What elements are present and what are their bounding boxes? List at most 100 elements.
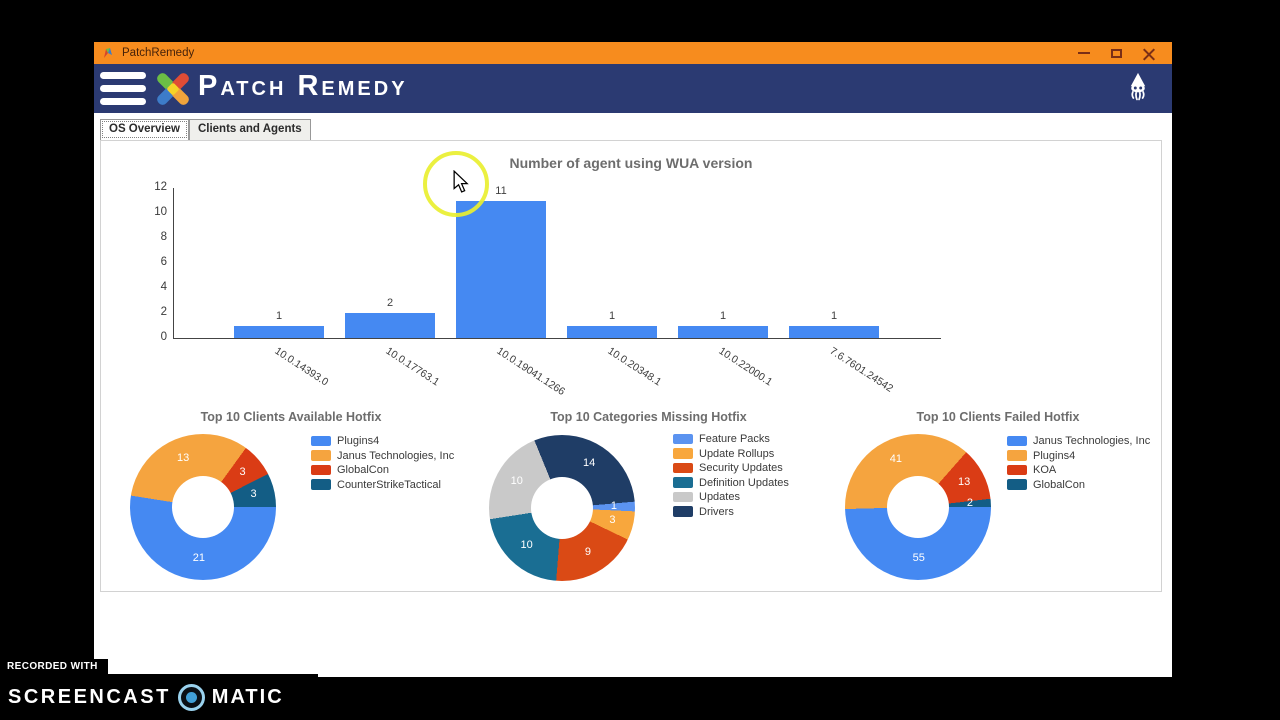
app-header: Patch Remedy bbox=[94, 64, 1172, 113]
legend-label: Update Rollups bbox=[699, 447, 775, 460]
donut-title: Top 10 Clients Available Hotfix bbox=[200, 410, 382, 424]
content-panel: Number of agent using WUA version 0 2 4 6 8 1… bbox=[100, 140, 1162, 592]
donut-title: Top 10 Categories Missing Hotfix bbox=[550, 410, 747, 424]
bar-chart-title: Number of agent using WUA version bbox=[509, 155, 753, 171]
slice-value-label: 10 bbox=[520, 539, 533, 552]
bar[interactable] bbox=[456, 200, 546, 338]
bar-value-label: 11 bbox=[495, 184, 507, 197]
cursor-highlight-ring bbox=[423, 151, 489, 217]
legend-swatch bbox=[673, 433, 693, 445]
bar[interactable] bbox=[678, 325, 768, 338]
legend-label: GlobalCon bbox=[337, 464, 389, 476]
legend-label: Definition Updates bbox=[699, 476, 789, 489]
watermark-matic: MATIC bbox=[211, 685, 284, 708]
legend-swatch bbox=[311, 435, 331, 447]
legend-swatch bbox=[1007, 464, 1027, 476]
bar[interactable] bbox=[567, 325, 657, 338]
bar-value-label: 1 bbox=[719, 309, 727, 322]
screencast-o-matic-logo: SCREENCAST MATIC bbox=[0, 674, 318, 720]
slice-value-label: 13 bbox=[176, 451, 190, 464]
bar-value-label: 1 bbox=[608, 309, 616, 322]
legend-item: GlobalCon bbox=[1007, 479, 1150, 491]
legend-label: Security Updates bbox=[699, 462, 783, 474]
x-category-label: 10.0.14393.0 bbox=[272, 345, 331, 389]
legend-label: GlobalCon bbox=[1033, 478, 1085, 491]
legend-label: Updates bbox=[699, 491, 740, 503]
y-axis bbox=[173, 188, 174, 339]
close-icon bbox=[1142, 47, 1155, 60]
legend-item: Feature Packs bbox=[673, 433, 789, 445]
slice-value-label: 41 bbox=[889, 452, 903, 465]
slice-value-label: 3 bbox=[609, 513, 616, 526]
x-category-label: 10.0.22000.1 bbox=[716, 345, 775, 389]
legend-item: CounterStrikeTactical bbox=[311, 479, 454, 491]
legend-swatch bbox=[673, 462, 693, 474]
slice-value-label: 1 bbox=[610, 499, 618, 512]
maximize-button[interactable] bbox=[1100, 42, 1132, 64]
legend-item: Janus Technologies, Inc bbox=[311, 450, 454, 462]
hamburger-menu-icon[interactable] bbox=[100, 72, 146, 105]
x-category-label: 10.0.17763.1 bbox=[383, 345, 442, 389]
donut-title: Top 10 Clients Failed Hotfix bbox=[916, 410, 1080, 424]
tab-clients-and-agents[interactable]: Clients and Agents bbox=[188, 119, 311, 140]
x-category-label: 10.0.19041.1266 bbox=[494, 345, 568, 398]
x-category-label: 7.6.7601.24542 bbox=[827, 345, 896, 395]
y-tick-label: 10 bbox=[154, 206, 167, 218]
legend-swatch bbox=[673, 477, 693, 488]
x-axis bbox=[173, 338, 941, 339]
y-tick-label: 4 bbox=[160, 281, 167, 293]
slice-value-label: 14 bbox=[582, 456, 596, 469]
slice-value-label: 2 bbox=[966, 497, 973, 510]
y-tick-label: 12 bbox=[154, 181, 167, 193]
legend-item: Plugins4 bbox=[1007, 450, 1150, 462]
legend-label: Plugins4 bbox=[1033, 449, 1076, 462]
tab-bar: OS Overview Clients and Agents bbox=[94, 113, 1172, 140]
watermark-recorded-with: RECORDED WITH bbox=[0, 659, 108, 675]
legend-item: Security Updates bbox=[673, 462, 789, 474]
minimize-button[interactable] bbox=[1068, 42, 1100, 64]
bar[interactable] bbox=[234, 325, 324, 338]
legend-label: CounterStrikeTactical bbox=[337, 478, 441, 491]
legend-swatch bbox=[311, 464, 331, 476]
watermark-screencast: SCREENCAST bbox=[8, 685, 171, 708]
y-tick-label: 8 bbox=[160, 231, 167, 243]
donut-chart-available-hotfix[interactable]: 21 13 3 3 bbox=[130, 434, 276, 580]
donut-group-failed-hotfix: Top 10 Clients Failed Hotfix 55 41 13 2 Jan… bbox=[842, 405, 1154, 591]
legend-swatch bbox=[673, 491, 693, 503]
close-button[interactable] bbox=[1132, 42, 1164, 64]
legend-item: Plugins4 bbox=[311, 435, 454, 447]
legend-item: GlobalCon bbox=[311, 464, 454, 476]
slice-value-label: 55 bbox=[912, 551, 925, 564]
bar[interactable] bbox=[345, 313, 435, 338]
donut-chart-missing-hotfix[interactable]: 1 3 9 10 10 14 bbox=[489, 435, 635, 581]
slice-value-label: 13 bbox=[957, 475, 971, 488]
slice-value-label: 3 bbox=[239, 466, 246, 479]
slice-value-label: 10 bbox=[510, 475, 523, 488]
legend-swatch bbox=[673, 506, 693, 517]
window-titlebar[interactable]: PatchRemedy bbox=[94, 42, 1172, 64]
app-icon bbox=[104, 48, 112, 58]
maximize-icon bbox=[1110, 48, 1122, 58]
legend-swatch bbox=[1007, 479, 1027, 490]
tab-os-overview[interactable]: OS Overview bbox=[100, 119, 189, 140]
legend-label: Plugins4 bbox=[337, 435, 380, 447]
x-category-label: 10.0.20348.1 bbox=[605, 345, 664, 389]
bar-value-label: 1 bbox=[275, 309, 283, 322]
app-window: PatchRemedy Patch Remedy bbox=[94, 42, 1172, 677]
legend-item: Updates bbox=[673, 491, 789, 503]
screencast-circle-icon bbox=[177, 683, 205, 711]
legend-label: KOA bbox=[1033, 464, 1057, 476]
bar[interactable] bbox=[789, 325, 879, 338]
y-tick-label: 2 bbox=[160, 306, 167, 318]
slice-value-label: 9 bbox=[584, 546, 591, 559]
legend-item: Drivers bbox=[673, 506, 789, 518]
legend-label: Drivers bbox=[699, 505, 734, 518]
legend-swatch bbox=[311, 479, 331, 490]
donut-chart-failed-hotfix[interactable]: 55 41 13 2 bbox=[845, 434, 991, 580]
legend-swatch bbox=[673, 448, 693, 459]
legend-item: Janus Technologies, Inc bbox=[1007, 435, 1150, 447]
squid-icon bbox=[1130, 72, 1146, 101]
mouse-cursor bbox=[453, 170, 469, 193]
legend-swatch bbox=[1007, 450, 1027, 461]
legend: Feature Packs Update Rollups Security Upda… bbox=[673, 433, 789, 520]
